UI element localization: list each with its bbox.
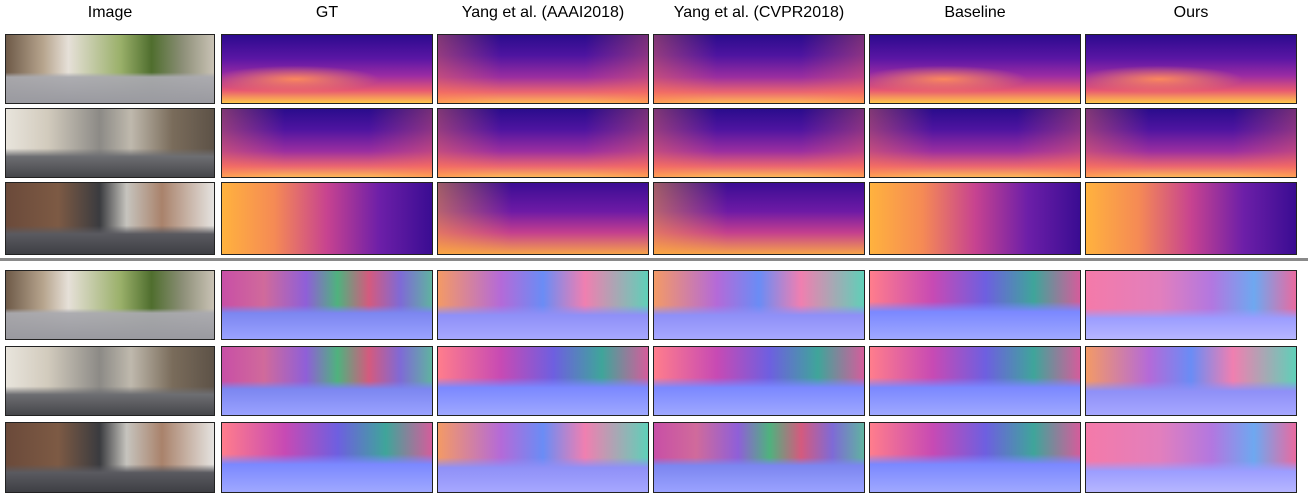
header-ours: Ours: [1173, 4, 1209, 21]
normal-yang-aaai-3: [437, 422, 649, 493]
depth-gt-2: [221, 108, 433, 178]
normal-gt-3: [221, 422, 433, 493]
depth-ours-2: [1085, 108, 1297, 178]
normal-gt-1: [221, 270, 433, 340]
input-image-2: [5, 108, 215, 178]
depth-baseline-2: [869, 108, 1081, 178]
normal-yang-aaai-1: [437, 270, 649, 340]
normal-gt-2: [221, 346, 433, 416]
section-divider: [0, 258, 1308, 261]
depth-ours-3: [1085, 182, 1297, 255]
header-image: Image: [87, 4, 133, 21]
depth-yang-cvpr-1: [653, 34, 865, 104]
header-baseline: Baseline: [944, 4, 1006, 21]
input-image-1: [5, 34, 215, 104]
input-image-3: [5, 182, 215, 255]
normal-ours-1: [1085, 270, 1297, 340]
normal-ours-3: [1085, 422, 1297, 493]
depth-baseline-1: [869, 34, 1081, 104]
header-yang-cvpr2018: Yang et al. (CVPR2018): [673, 4, 845, 21]
depth-yang-aaai-3: [437, 182, 649, 255]
depth-gt-3: [221, 182, 433, 255]
depth-ours-1: [1085, 34, 1297, 104]
depth-yang-cvpr-2: [653, 108, 865, 178]
depth-baseline-3: [869, 182, 1081, 255]
depth-gt-1: [221, 34, 433, 104]
normal-yang-cvpr-1: [653, 270, 865, 340]
normal-yang-cvpr-2: [653, 346, 865, 416]
input-image-5: [5, 346, 215, 416]
depth-yang-aaai-1: [437, 34, 649, 104]
input-image-6: [5, 422, 215, 493]
depth-yang-aaai-2: [437, 108, 649, 178]
normal-baseline-1: [869, 270, 1081, 340]
input-image-4: [5, 270, 215, 340]
depth-yang-cvpr-3: [653, 182, 865, 255]
normal-yang-cvpr-3: [653, 422, 865, 493]
normal-baseline-3: [869, 422, 1081, 493]
normal-ours-2: [1085, 346, 1297, 416]
normal-yang-aaai-2: [437, 346, 649, 416]
header-gt: GT: [315, 4, 339, 21]
normal-baseline-2: [869, 346, 1081, 416]
header-yang-aaai2018: Yang et al. (AAAI2018): [461, 4, 625, 21]
